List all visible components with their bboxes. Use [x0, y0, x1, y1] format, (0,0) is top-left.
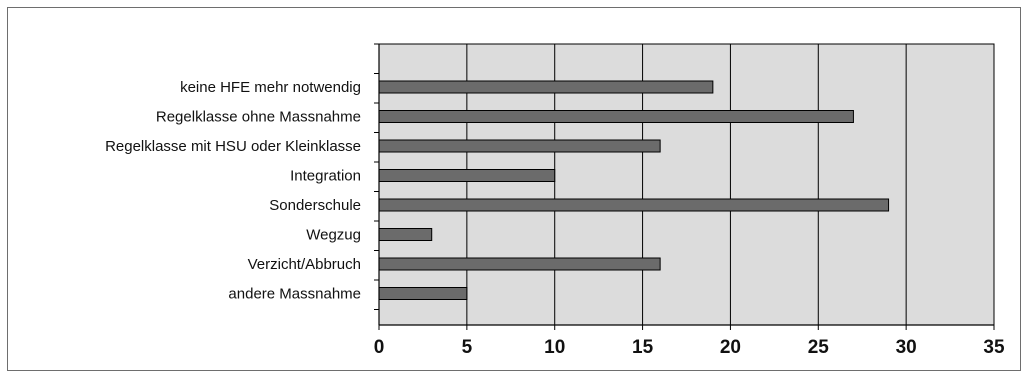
bar-2 — [378, 110, 854, 123]
bars — [378, 80, 890, 300]
bar-5 — [378, 198, 890, 212]
bar-7 — [378, 257, 661, 271]
axes — [374, 43, 994, 326]
bar-3 — [378, 139, 661, 153]
x-tick-label: 0 — [374, 337, 385, 358]
category-label: andere Massnahme — [228, 286, 361, 303]
bar-1 — [378, 80, 714, 94]
category-label: Integration — [290, 168, 361, 185]
bar-4 — [378, 169, 556, 182]
x-tick-label: 20 — [720, 337, 741, 358]
category-label: Regelklasse mit HSU oder Kleinklasse — [105, 138, 361, 155]
category-label: Sonderschule — [269, 197, 361, 214]
bar-8 — [378, 287, 468, 300]
category-label: keine HFE mehr notwendig — [180, 79, 361, 96]
x-tick-label: 35 — [983, 337, 1005, 358]
category-label: Regelklasse ohne Massnahme — [156, 109, 361, 126]
x-tick-label: 15 — [632, 337, 654, 358]
tick-labels: 0 5 10 15 20 25 30 35 — [374, 337, 1005, 358]
category-labels: keine HFE mehr notwendig Regelklasse ohne… — [105, 79, 361, 303]
x-tick-label: 25 — [808, 337, 830, 358]
x-tick-label: 30 — [896, 337, 917, 358]
category-label: Verzicht/Abbruch — [248, 256, 361, 273]
x-tick-label: 10 — [544, 337, 565, 358]
bar-6 — [378, 228, 433, 241]
category-label: Wegzug — [306, 227, 361, 244]
x-tick-label: 5 — [462, 337, 473, 358]
